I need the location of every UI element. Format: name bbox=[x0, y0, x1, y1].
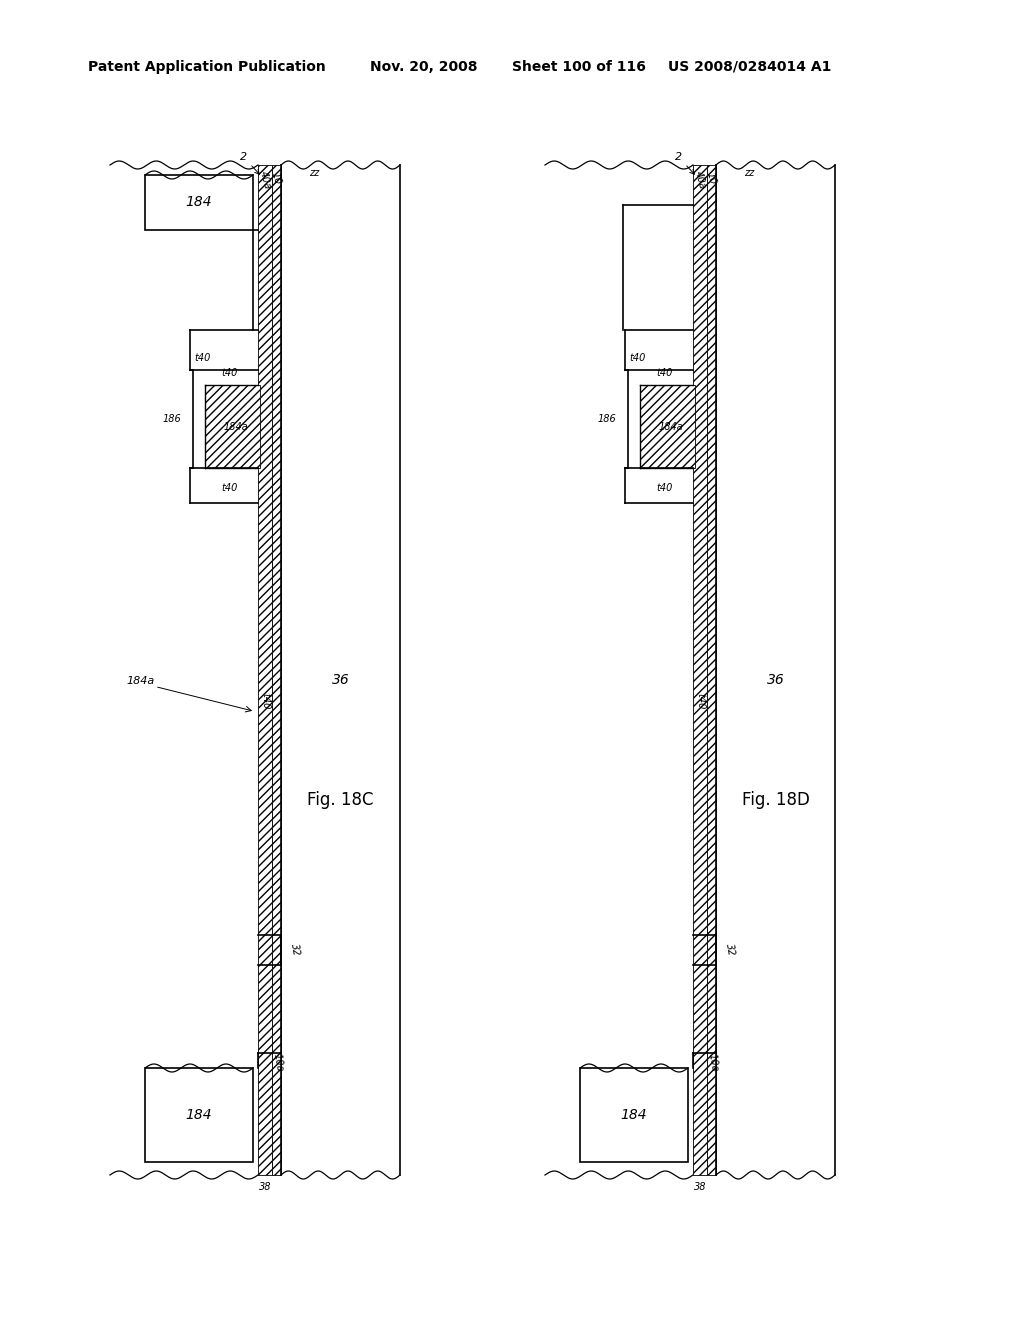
Bar bbox=[145, 176, 253, 230]
Bar bbox=[258, 165, 272, 1175]
Text: t40: t40 bbox=[630, 352, 646, 363]
Bar bbox=[205, 385, 260, 469]
Text: t40: t40 bbox=[695, 693, 705, 710]
Text: t40: t40 bbox=[260, 693, 270, 710]
Text: US 2008/0284014 A1: US 2008/0284014 A1 bbox=[668, 59, 831, 74]
Bar bbox=[640, 385, 695, 469]
Text: 10: 10 bbox=[270, 170, 283, 185]
Text: zz: zz bbox=[744, 168, 755, 178]
Text: t40: t40 bbox=[195, 352, 211, 363]
Text: 10: 10 bbox=[706, 170, 718, 185]
Text: 40a: 40a bbox=[258, 170, 272, 190]
Text: 10a: 10a bbox=[272, 1053, 285, 1073]
Text: 2: 2 bbox=[675, 152, 694, 174]
Text: 38: 38 bbox=[259, 1181, 271, 1192]
Text: t40: t40 bbox=[221, 483, 238, 492]
Text: 184a: 184a bbox=[658, 421, 683, 432]
Text: 36: 36 bbox=[767, 673, 784, 686]
Text: 2: 2 bbox=[240, 152, 259, 174]
Text: 184: 184 bbox=[185, 195, 212, 210]
Bar bbox=[272, 165, 281, 1175]
Text: t40: t40 bbox=[656, 483, 673, 492]
Text: 32: 32 bbox=[289, 942, 301, 957]
Text: 184: 184 bbox=[621, 1107, 647, 1122]
Text: 186: 186 bbox=[597, 414, 616, 424]
Bar bbox=[693, 165, 707, 1175]
Text: Patent Application Publication: Patent Application Publication bbox=[88, 59, 326, 74]
Text: Sheet 100 of 116: Sheet 100 of 116 bbox=[512, 59, 646, 74]
Text: 32: 32 bbox=[724, 942, 736, 957]
Bar bbox=[580, 1068, 688, 1162]
Text: zz: zz bbox=[309, 168, 319, 178]
Text: t40: t40 bbox=[656, 368, 673, 378]
Text: Fig. 18C: Fig. 18C bbox=[307, 791, 374, 809]
Text: 10a: 10a bbox=[707, 1053, 720, 1073]
Text: 184a: 184a bbox=[127, 676, 155, 686]
Text: 184a: 184a bbox=[223, 421, 248, 432]
Text: Nov. 20, 2008: Nov. 20, 2008 bbox=[370, 59, 477, 74]
Bar bbox=[707, 165, 716, 1175]
Text: Fig. 18D: Fig. 18D bbox=[741, 791, 809, 809]
Text: 184: 184 bbox=[185, 1107, 212, 1122]
Text: 36: 36 bbox=[332, 673, 349, 686]
Text: t40: t40 bbox=[221, 368, 238, 378]
Text: 40a: 40a bbox=[693, 170, 708, 190]
Bar bbox=[145, 1068, 253, 1162]
Text: 186: 186 bbox=[162, 414, 181, 424]
Text: 38: 38 bbox=[693, 1181, 707, 1192]
